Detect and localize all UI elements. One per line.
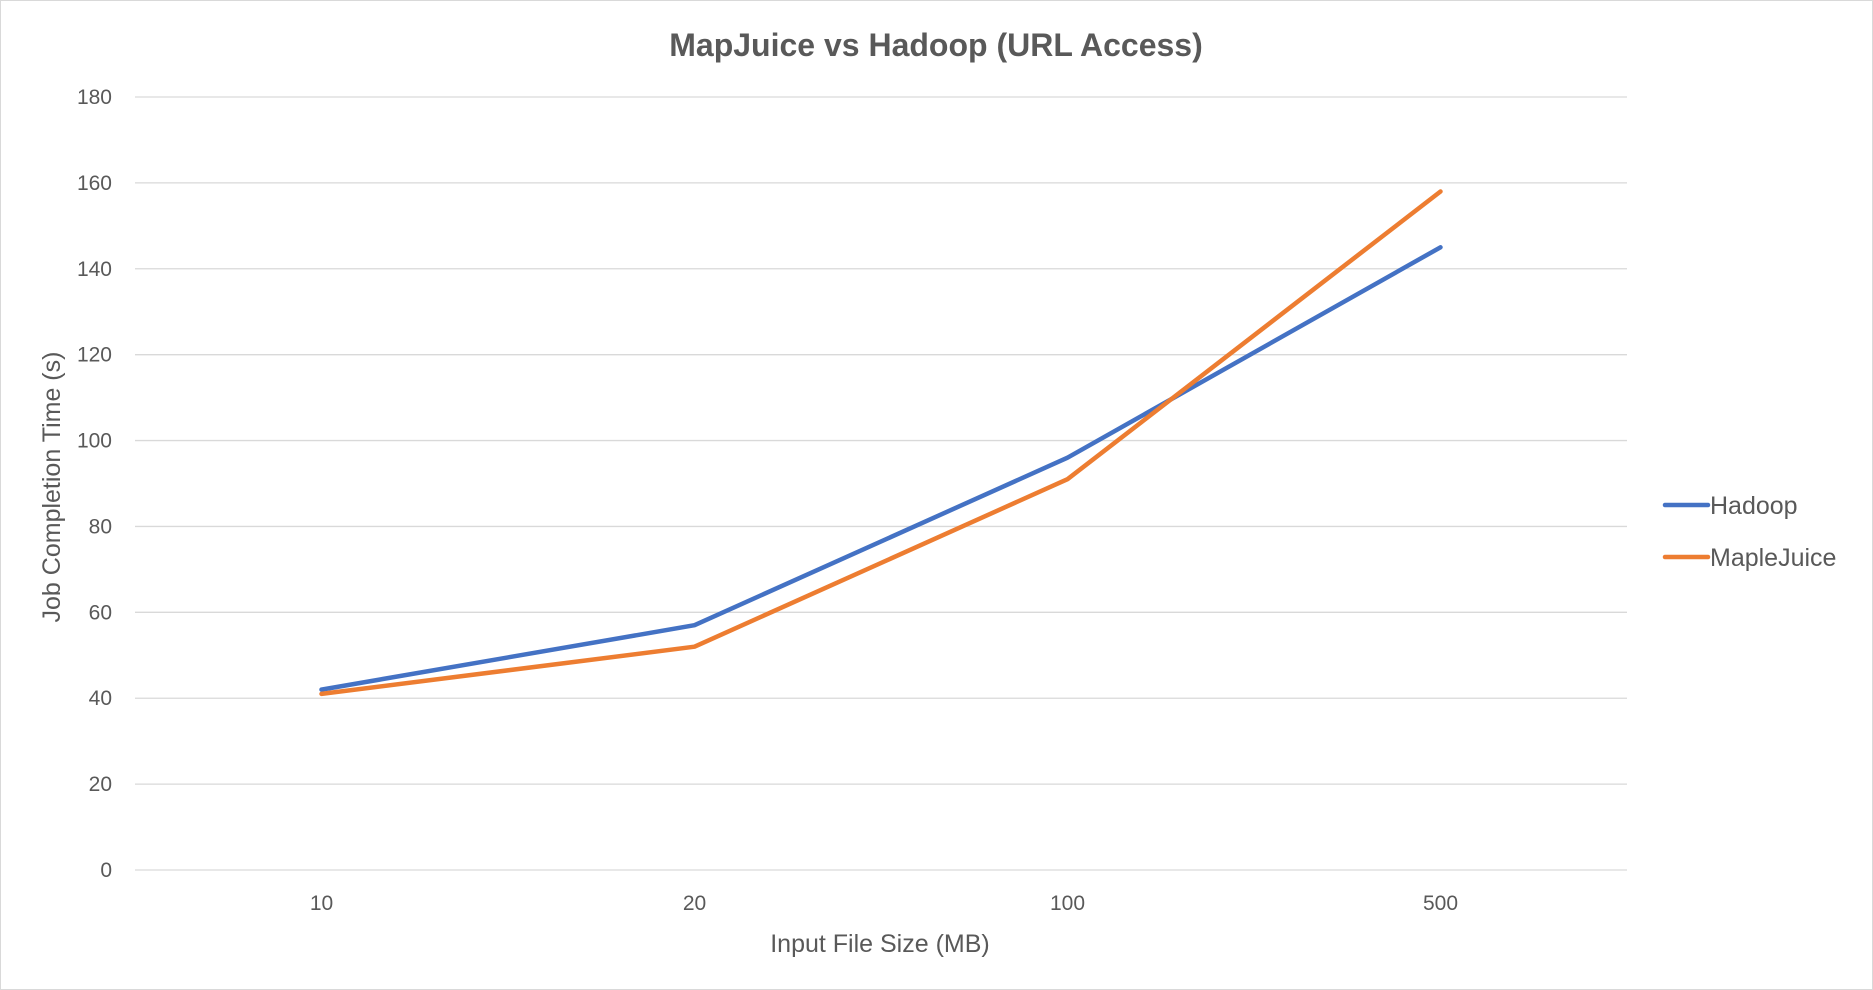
legend: Hadoop MapleJuice <box>1662 492 1836 572</box>
y-tick-label: 140 <box>77 258 112 281</box>
gridlines <box>135 96 1627 871</box>
x-tick-label: 20 <box>683 892 706 915</box>
y-tick-label: 100 <box>77 430 112 453</box>
x-tick-label: 100 <box>1050 892 1085 915</box>
y-axis-ticks: 0 20 40 60 80 100 120 140 160 180 <box>77 86 112 882</box>
y-tick-label: 20 <box>89 773 112 796</box>
y-tick-label: 80 <box>89 515 112 538</box>
legend-label: Hadoop <box>1710 492 1798 520</box>
y-tick-label: 60 <box>89 601 112 624</box>
y-axis-label: Job Completion Time (s) <box>38 352 66 623</box>
x-axis-ticks: 10 20 100 500 <box>310 892 1458 915</box>
series-lines <box>319 189 1443 697</box>
series-line-maplejuice <box>319 189 1443 697</box>
x-tick-label: 10 <box>310 892 333 915</box>
y-tick-label: 40 <box>89 687 112 710</box>
y-tick-label: 120 <box>77 344 112 367</box>
y-tick-label: 180 <box>77 86 112 109</box>
x-axis-label: Input File Size (MB) <box>770 930 990 958</box>
legend-label: MapleJuice <box>1710 544 1836 572</box>
x-tick-label: 500 <box>1423 892 1458 915</box>
series-line-hadoop <box>319 245 1443 692</box>
chart-title: MapJuice vs Hadoop (URL Access) <box>669 27 1202 63</box>
y-tick-label: 160 <box>77 172 112 195</box>
y-tick-label: 0 <box>100 859 112 882</box>
